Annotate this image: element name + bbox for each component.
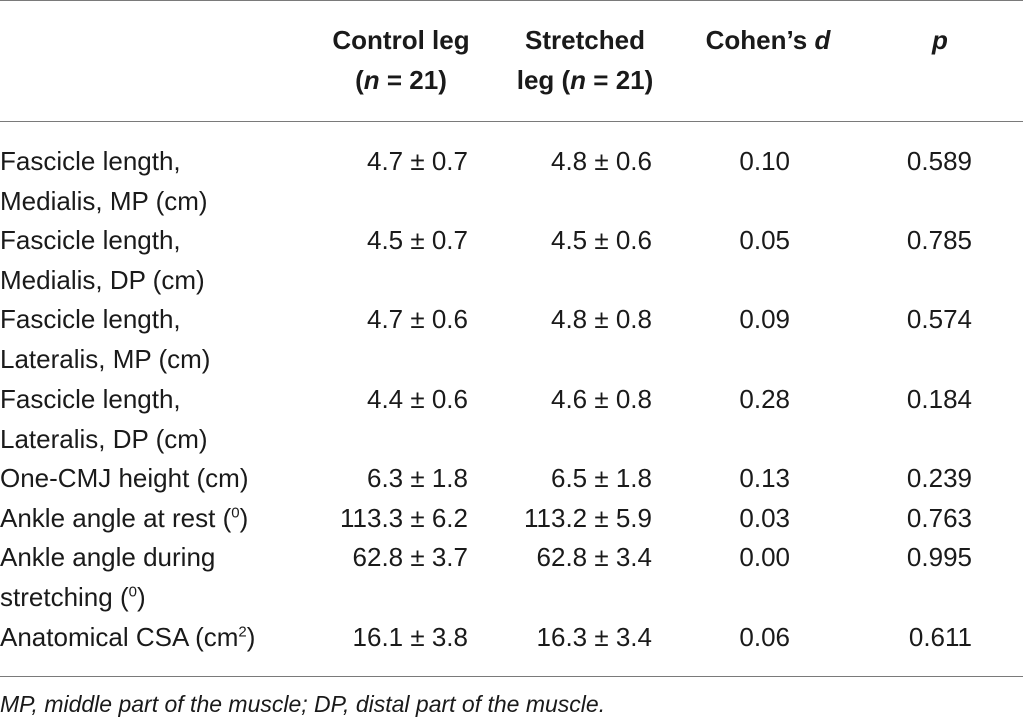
cell-p: 0.785 [906,225,972,255]
header-stretched-line1: Stretched [525,25,645,55]
header-cohens-d: Cohen’s d [705,25,831,55]
row-label: Ankle angle during stretching (0) [0,542,216,612]
cell-stretched: 113.2 ± 5.9 [524,503,652,533]
header-control-leg: Control leg (n = 21) [310,20,492,100]
header-p: p [932,25,948,55]
cell-p: 0.239 [906,463,972,493]
cell-stretched: 4.8 ± 0.8 [550,304,652,334]
cell-control: 62.8 ± 3.7 [352,542,468,572]
cell-cohens-d: 0.13 [739,463,790,493]
cell-p: 0.611 [908,622,972,652]
header-rule [0,121,1023,122]
row-label: One-CMJ height (cm) [0,463,249,493]
row-label: Fascicle length, Lateralis, MP (cm) [0,304,211,374]
cell-p: 0.995 [906,542,972,572]
cell-stretched: 4.5 ± 0.6 [550,225,652,255]
cell-stretched: 4.6 ± 0.8 [550,384,652,414]
cell-p: 0.589 [906,146,972,176]
header-stretched-line2: leg (n = 21) [516,65,654,95]
cell-control: 4.7 ± 0.7 [366,146,468,176]
cell-cohens-d: 0.28 [739,384,790,414]
cell-p: 0.574 [906,304,972,334]
cell-cohens-d: 0.10 [739,146,790,176]
cell-control: 16.1 ± 3.8 [352,622,468,652]
header-control-line2: (n = 21) [355,65,447,95]
row-label: Ankle angle at rest (0) [0,503,249,533]
cell-cohens-d: 0.03 [739,503,790,533]
header-control-line1: Control leg [332,25,470,55]
row-label: Fascicle length, Lateralis, DP (cm) [0,384,208,454]
row-label: Fascicle length, Medialis, MP (cm) [0,146,208,216]
cell-cohens-d: 0.00 [739,542,790,572]
table-bottom-rule [0,676,1023,677]
cell-stretched: 16.3 ± 3.4 [536,622,652,652]
table-top-rule [0,0,1023,1]
cell-cohens-d: 0.05 [739,225,790,255]
row-label: Fascicle length, Medialis, DP (cm) [0,225,205,295]
cell-cohens-d: 0.06 [739,622,790,652]
table-footnote: MP, middle part of the muscle; DP, dista… [0,691,606,717]
cell-control: 113.3 ± 6.2 [340,503,468,533]
cell-p: 0.184 [906,384,972,414]
cell-cohens-d: 0.09 [739,304,790,334]
cell-control: 4.7 ± 0.6 [366,304,468,334]
cell-control: 4.5 ± 0.7 [366,225,468,255]
cell-p: 0.763 [906,503,972,533]
cell-stretched: 62.8 ± 3.4 [536,542,652,572]
cell-stretched: 6.5 ± 1.8 [550,463,652,493]
cell-stretched: 4.8 ± 0.6 [550,146,652,176]
cell-control: 6.3 ± 1.8 [366,463,468,493]
header-stretched-leg: Stretched leg (n = 21) [500,20,670,100]
cell-control: 4.4 ± 0.6 [366,384,468,414]
row-label: Anatomical CSA (cm2) [0,622,256,652]
